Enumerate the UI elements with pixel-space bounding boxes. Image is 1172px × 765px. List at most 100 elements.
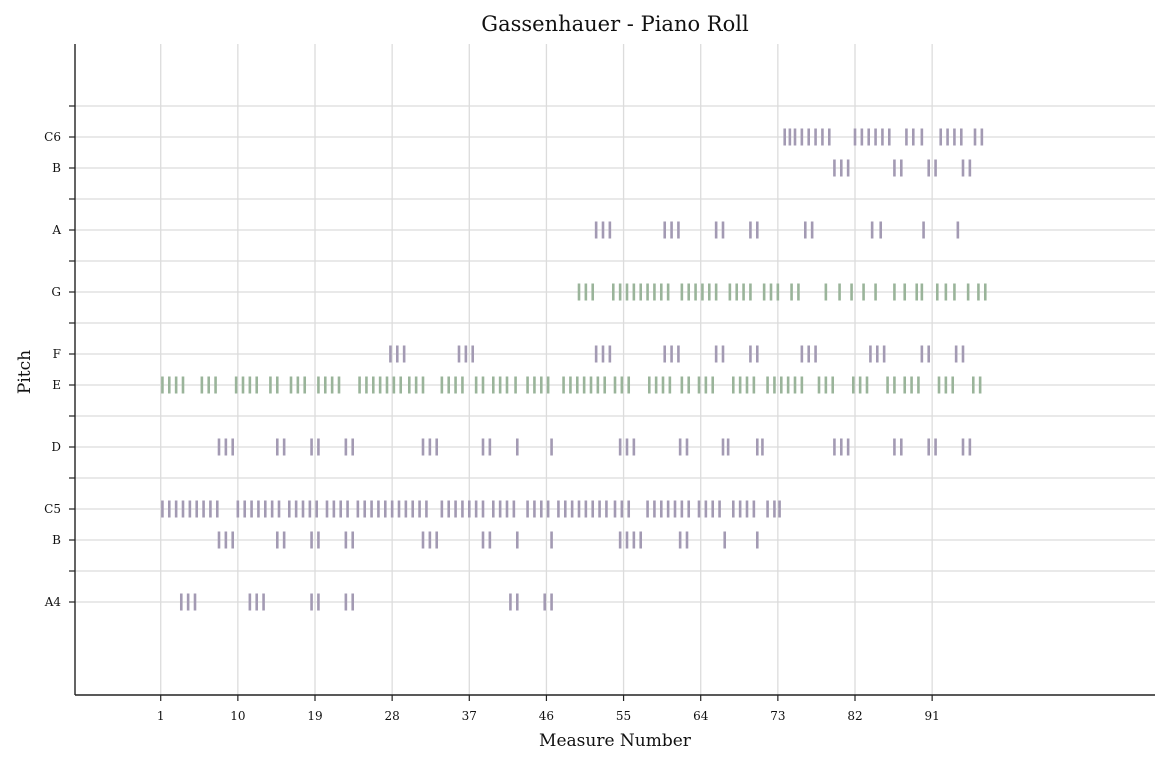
note-bar (977, 283, 980, 301)
note-bar (961, 345, 965, 363)
note-bar (339, 500, 343, 518)
note-bar (769, 283, 773, 301)
note-bar (377, 500, 380, 518)
note-bar (161, 376, 164, 394)
note-bar (731, 376, 735, 394)
note-bar (303, 376, 307, 394)
note-bar (951, 376, 955, 394)
note-bar (389, 345, 392, 363)
y-tick-label: E (52, 378, 61, 392)
note-bar (968, 438, 972, 456)
note-bar (721, 345, 725, 363)
note-bar (435, 438, 439, 456)
note-bar (282, 531, 286, 549)
note-bar (680, 283, 684, 301)
note-bar (881, 128, 884, 146)
note-bar (961, 438, 965, 456)
note-bar (677, 221, 680, 239)
note-bar (939, 128, 943, 146)
x-tick-label: 28 (385, 709, 400, 723)
y-tick-label: A (51, 223, 61, 237)
note-bar (250, 500, 253, 518)
note-bar (603, 376, 607, 394)
note-bar (711, 500, 715, 518)
note-bar (653, 500, 656, 518)
note-bar (584, 283, 588, 301)
note-bar (236, 500, 240, 518)
note-bar (414, 376, 418, 394)
note-bar (632, 531, 636, 549)
note-bar (793, 128, 797, 146)
note-bar (217, 531, 221, 549)
note-bar (481, 500, 485, 518)
x-tick-label: 19 (307, 709, 322, 723)
note-bar (546, 376, 550, 394)
note-bar (978, 376, 982, 394)
note-bar (915, 283, 919, 301)
note-bar (788, 128, 792, 146)
note-bar (793, 376, 797, 394)
note-bar (543, 593, 547, 611)
note-bar (685, 438, 689, 456)
note-bar (663, 221, 667, 239)
note-bar (654, 376, 658, 394)
note-bar (968, 159, 972, 177)
note-bar (514, 376, 517, 394)
note-bar (927, 159, 931, 177)
note-bar (817, 376, 821, 394)
axes-layer (74, 44, 1155, 696)
x-tick-label: 73 (770, 709, 785, 723)
note-bar (934, 438, 937, 456)
note-bar (577, 283, 581, 301)
note-bar (181, 500, 185, 518)
note-bar (755, 531, 759, 549)
note-bar (310, 531, 313, 549)
note-bar (761, 438, 764, 456)
note-bar (670, 345, 673, 363)
note-bar (627, 500, 631, 518)
note-bar (810, 221, 814, 239)
note-bar (539, 500, 543, 518)
note-bar (447, 500, 451, 518)
note-bar (917, 376, 920, 394)
note-bar (778, 500, 781, 518)
y-tick-label: B (52, 161, 61, 175)
note-bar (344, 593, 348, 611)
note-bar (632, 438, 636, 456)
note-bar (874, 128, 877, 146)
note-bar (800, 345, 804, 363)
note-bar (851, 376, 855, 394)
note-bar (707, 283, 711, 301)
note-bar (946, 128, 949, 146)
note-bar (882, 345, 886, 363)
note-bar (755, 345, 759, 363)
note-bar (827, 128, 831, 146)
note-bar (911, 128, 915, 146)
note-bar (215, 500, 219, 518)
note-bar (860, 128, 864, 146)
note-bar (954, 345, 958, 363)
note-bar (601, 345, 605, 363)
note-bar (773, 376, 776, 394)
note-bar (701, 283, 704, 301)
note-bar (620, 376, 624, 394)
note-bar (937, 376, 941, 394)
note-bar (498, 376, 502, 394)
note-bar (677, 345, 680, 363)
note-bar (824, 376, 828, 394)
note-bar (575, 376, 579, 394)
note-bar (351, 438, 355, 456)
x-tick-label: 64 (693, 709, 709, 723)
note-bar (685, 531, 689, 549)
note-bar (850, 283, 853, 301)
y-tick-label: G (51, 285, 61, 299)
note-bar (461, 376, 464, 394)
note-bar (224, 438, 228, 456)
note-bar (721, 438, 725, 456)
note-bar (402, 345, 406, 363)
note-bar (704, 376, 708, 394)
note-bar (893, 376, 896, 394)
note-bar (839, 438, 843, 456)
note-bar (209, 500, 212, 518)
